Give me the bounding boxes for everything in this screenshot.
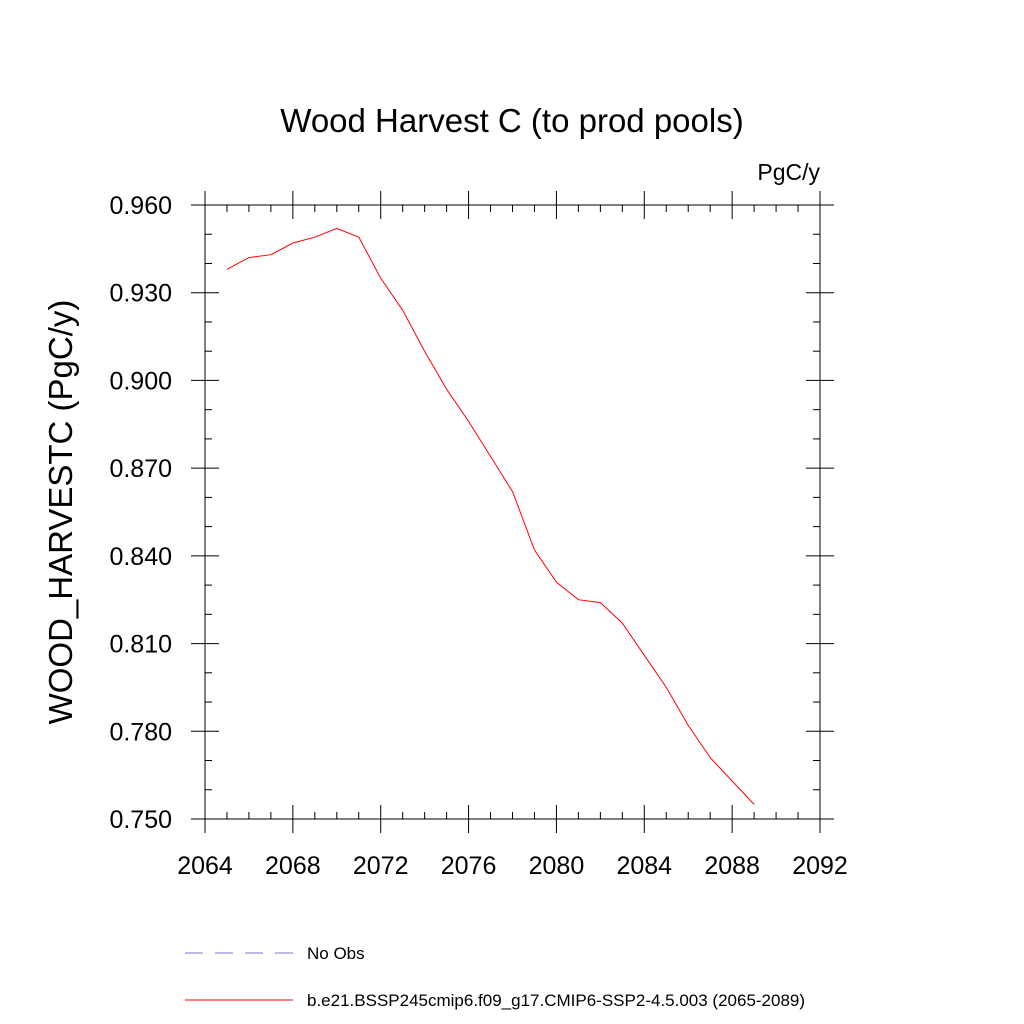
x-axis-tick-labels: 2064 2068 2072 2076 2080 2084 2088 2092	[177, 852, 848, 880]
x-tick-label: 2088	[704, 852, 760, 880]
x-tick-label: 2092	[792, 852, 848, 880]
y-tick-label: 0.930	[109, 280, 172, 308]
y-axis-ticks	[191, 204, 834, 820]
series-lines	[226, 227, 755, 805]
y-tick-label: 0.810	[109, 631, 172, 659]
legend-label-no-obs: No Obs	[307, 944, 365, 963]
x-tick-label: 2080	[529, 852, 585, 880]
x-tick-label: 2064	[177, 852, 233, 880]
y-tick-label: 0.780	[109, 718, 172, 746]
x-axis-ticks	[204, 191, 821, 833]
x-tick-label: 2076	[441, 852, 497, 880]
x-tick-label: 2072	[353, 852, 409, 880]
y-axis-label: WOOD_HARVESTC (PgC/y)	[42, 300, 79, 725]
y-tick-label: 0.900	[109, 367, 172, 395]
x-tick-label: 2084	[616, 852, 672, 880]
units-label: PgC/y	[757, 159, 820, 185]
series-line-1	[226, 227, 755, 805]
chart-title: Wood Harvest C (to prod pools)	[280, 102, 743, 139]
y-axis-tick-labels: 0.750 0.780 0.810 0.840 0.870 0.900 0.930 0.960	[109, 192, 172, 834]
y-tick-label: 0.960	[109, 192, 172, 220]
y-tick-label: 0.840	[109, 543, 172, 571]
legend-label-ssp245: b.e21.BSSP245cmip6.f09_g17.CMIP6-SSP2-4.…	[307, 991, 805, 1010]
y-tick-label: 0.870	[109, 455, 172, 483]
x-tick-label: 2068	[265, 852, 321, 880]
y-tick-label: 0.750	[109, 806, 172, 834]
legend: No Obs b.e21.BSSP245cmip6.f09_g17.CMIP6-…	[185, 944, 805, 1010]
plot-frame	[204, 204, 821, 820]
